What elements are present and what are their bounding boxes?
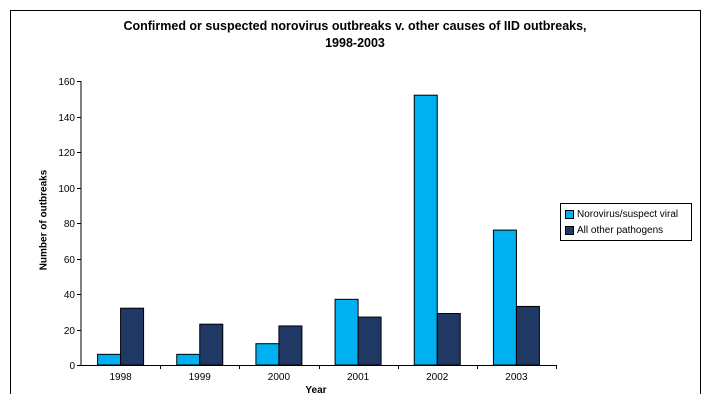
y-tick-label: 120: [58, 148, 75, 159]
legend-swatch-other-pathogens: [565, 226, 574, 235]
y-tick-label: 40: [64, 290, 76, 301]
x-tick-label: 1998: [109, 372, 132, 383]
bar-norovirus: [413, 94, 438, 366]
x-tick-label: 2002: [426, 372, 449, 383]
legend-label-other-pathogens: All other pathogens: [577, 225, 664, 236]
bar-norovirus: [255, 343, 280, 366]
bar-norovirus: [176, 353, 201, 366]
y-axis-label: Number of outbreaks: [38, 169, 50, 271]
legend: Norovirus/suspect viral All other pathog…: [560, 203, 692, 241]
bar-other-pathogens: [515, 305, 540, 366]
bar-other-pathogens: [278, 325, 303, 366]
chart-title: Confirmed or suspected norovirus outbrea…: [123, 19, 587, 50]
bar-other-pathogens: [436, 313, 461, 366]
bar-norovirus: [334, 298, 359, 366]
y-tick-label: 100: [58, 184, 75, 195]
y-tick-label: 80: [64, 219, 76, 230]
x-tick-label: 1999: [189, 372, 212, 383]
x-axis-label: Year: [305, 385, 327, 396]
legend-item-norovirus: Norovirus/suspect viral: [565, 208, 678, 221]
bar-norovirus: [492, 229, 517, 366]
bar-norovirus: [97, 353, 122, 366]
y-tick-label: 60: [64, 255, 76, 266]
x-tick-label: 2000: [268, 372, 291, 383]
bar-other-pathogens: [199, 323, 224, 366]
y-tick-label: 160: [58, 77, 75, 88]
chart-frame: [10, 10, 701, 394]
legend-item-other-pathogens: All other pathogens: [565, 224, 663, 237]
x-tick-label: 2001: [347, 372, 370, 383]
x-tick-label: 2003: [505, 372, 528, 383]
y-tick-label: 20: [64, 326, 76, 337]
bar-other-pathogens: [357, 316, 382, 366]
legend-label-norovirus: Norovirus/suspect viral: [577, 209, 679, 220]
legend-swatch-norovirus: [565, 210, 574, 219]
y-tick-label: 0: [69, 361, 75, 372]
y-tick-label: 140: [58, 113, 75, 124]
bar-other-pathogens: [120, 307, 145, 366]
